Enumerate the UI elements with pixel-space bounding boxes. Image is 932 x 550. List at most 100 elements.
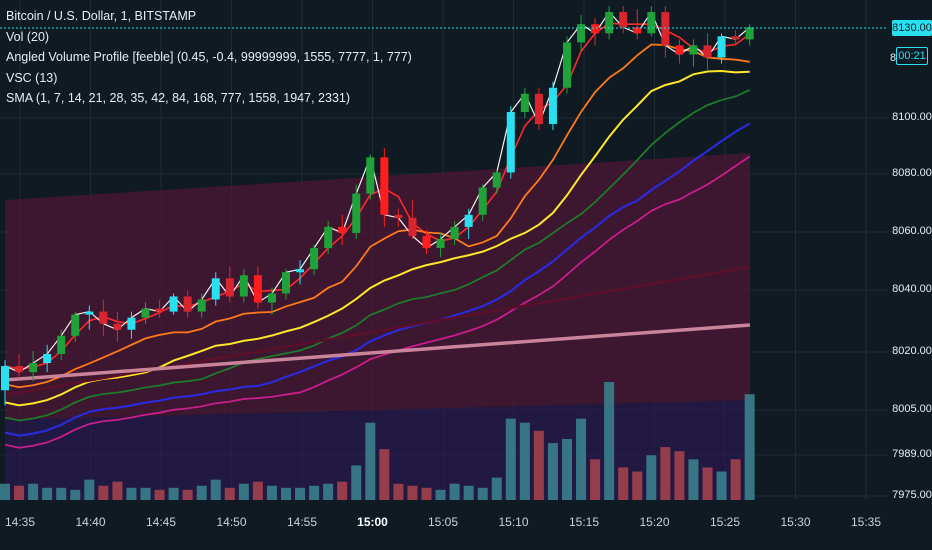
volume-bar (323, 483, 334, 500)
price-tick-label: 8060.00 (892, 225, 932, 237)
volume-bar (281, 487, 291, 500)
price-tick-label: 8020.00 (892, 345, 932, 357)
candle-body (239, 275, 248, 297)
candle-body (155, 308, 164, 312)
volume-bar (365, 422, 376, 500)
candle-body (253, 275, 262, 303)
volume-bar (660, 447, 671, 500)
volume-bar (379, 449, 390, 500)
sma-21-line (4, 69, 750, 407)
volume-bar (604, 382, 615, 500)
candle-body (661, 12, 670, 46)
candle-body (464, 214, 473, 227)
volume-bar (56, 487, 67, 500)
candle-body (169, 296, 178, 312)
candle-body (310, 248, 319, 270)
candle-body (450, 226, 459, 239)
volume-bar (126, 487, 137, 500)
price-tick-label: 8080.00 (892, 167, 932, 179)
volume-bar (168, 487, 179, 500)
sma-28-line (4, 89, 751, 422)
volume-bar (477, 487, 488, 500)
time-tick-label: 15:35 (851, 515, 881, 529)
time-axis-bg (0, 500, 932, 550)
volume-bar (716, 471, 727, 500)
candle-body (534, 93, 543, 125)
candle-body (436, 239, 445, 249)
candle-body (15, 366, 24, 373)
candle-body (282, 272, 290, 294)
volume-bar (309, 485, 320, 500)
volume-bar (154, 489, 165, 500)
volume-bar (744, 394, 755, 500)
price-tick-label: 8005.00 (892, 403, 932, 415)
volume-bar (421, 487, 432, 500)
candle-body (647, 12, 656, 34)
volume-bar (182, 489, 193, 500)
volume-bar (295, 487, 306, 500)
volume-bar (393, 483, 404, 500)
legend-sma[interactable]: SMA (1, 7, 14, 21, 28, 35, 42, 84, 168, … (6, 91, 351, 105)
candle-body (71, 314, 80, 336)
volume-bar (42, 487, 53, 500)
volume-bar (112, 481, 123, 500)
price-tick-label: 8040.00 (892, 283, 932, 295)
candle-body (703, 45, 712, 58)
candle-body (408, 217, 417, 236)
volume-bar (519, 422, 530, 500)
legend-title: Bitcoin / U.S. Dollar, 1, BITSTAMP (6, 9, 197, 23)
candle-body (548, 87, 557, 125)
current-price-badge: 8130.00 (892, 20, 932, 36)
candle-body (99, 311, 108, 324)
volume-bar (407, 485, 418, 500)
volume-bar (140, 487, 151, 500)
legend-vsc[interactable]: VSC (13) (6, 70, 58, 85)
volume-bar (210, 479, 221, 500)
volume-bar (252, 481, 263, 500)
volume-bar (674, 451, 685, 500)
volume-bar (463, 485, 474, 500)
legend: Bitcoin / U.S. Dollar, 1, BITSTAMP Vol (… (6, 6, 412, 109)
candle-body (675, 45, 684, 55)
volume-bar (702, 467, 713, 500)
candle-body (296, 269, 305, 273)
candle-body (619, 12, 628, 28)
candle-body (689, 45, 698, 55)
legend-vol[interactable]: Vol (20) (6, 29, 50, 44)
candle-body (563, 42, 571, 88)
candle-body (380, 157, 389, 215)
candle-body (478, 187, 487, 215)
volume-bar (84, 479, 95, 500)
candle-body (141, 308, 150, 318)
time-tick-label: 15:00 (357, 515, 388, 529)
volume-bar (435, 489, 446, 500)
candle-body (29, 363, 38, 373)
candle-body (1, 366, 9, 391)
candle-body (127, 317, 136, 330)
candle-body (745, 27, 754, 40)
volume-bar (491, 477, 502, 500)
volume-bar (337, 481, 348, 500)
price-label-partial: 8 (890, 52, 897, 64)
candle-body (57, 335, 66, 354)
candles (1, 6, 754, 406)
volume-bar (547, 443, 558, 500)
volume-bar (449, 483, 460, 500)
time-tick-label: 15:30 (780, 515, 810, 529)
volume-bar (632, 471, 643, 500)
volume-bar (505, 418, 516, 500)
time-tick-label: 15:10 (498, 515, 528, 529)
volume-bar (70, 489, 81, 500)
legend-avp[interactable]: Angled Volume Profile [feeble] (0.45, -0… (6, 50, 412, 64)
volume-bar (688, 459, 699, 500)
candle-body (338, 226, 347, 233)
time-tick-label: 15:15 (569, 515, 599, 529)
candle-body (366, 157, 375, 194)
time-tick-label: 15:25 (710, 515, 740, 529)
sma-168-line (4, 323, 751, 382)
time-tick-label: 14:55 (287, 515, 317, 529)
sma-84-line (4, 265, 751, 397)
candle-body (394, 214, 403, 218)
